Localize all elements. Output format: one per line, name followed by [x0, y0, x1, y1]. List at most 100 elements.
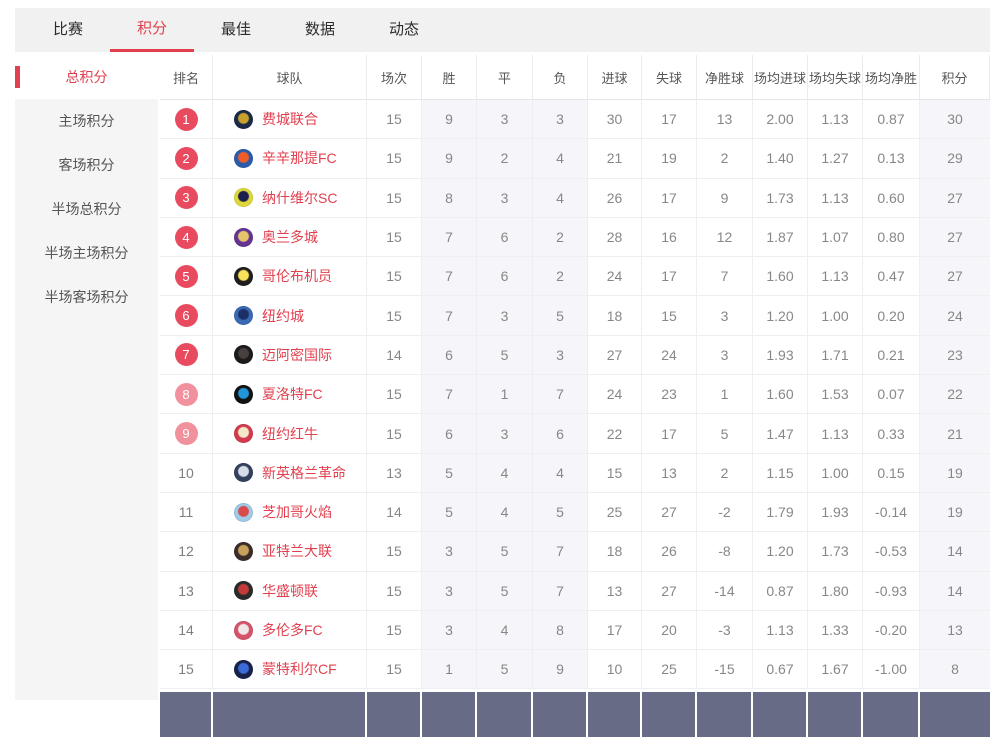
cell-avg-goal-diff: -0.53: [863, 532, 920, 571]
team-name[interactable]: 亚特兰大联: [262, 543, 332, 560]
cell-avg-goals-for: 1.47: [753, 414, 808, 453]
cell-goals-for: 26: [588, 178, 642, 217]
table-row[interactable]: 9 纽约红牛 15 6 3 6 22 17 5 1.47 1.13 0.33 2…: [160, 414, 990, 454]
table-row[interactable]: 8 夏洛特FC 15 7 1 7 24 23 1 1.60 1.53 0.07 …: [160, 375, 990, 415]
tab-matches[interactable]: 比赛: [52, 21, 83, 38]
cell-win: 7: [422, 257, 477, 296]
sidebar-item-total[interactable]: 总积分: [15, 55, 158, 99]
table-row[interactable]: 15 蒙特利尔CF 15 1 5 9 10 25 -15 0.67 1.67 -…: [160, 650, 990, 690]
sidebar-item-home[interactable]: 主场积分: [15, 99, 158, 143]
cell-goals-against: 24: [642, 335, 697, 375]
sidebar-item-away[interactable]: 客场积分: [15, 143, 158, 187]
team-cell[interactable]: 多伦多FC: [213, 610, 367, 650]
team-name[interactable]: 迈阿密国际: [262, 346, 332, 363]
sidebar-item-halftime-total[interactable]: 半场总积分: [15, 187, 158, 231]
team-cell[interactable]: 亚特兰大联: [213, 532, 367, 571]
team-name[interactable]: 辛辛那提FC: [262, 150, 337, 167]
team-cell[interactable]: 纽约城: [213, 296, 367, 335]
team-name[interactable]: 纳什维尔SC: [262, 189, 338, 206]
rank-badge: 5: [174, 264, 198, 288]
team-logo: [234, 109, 253, 129]
cell-avg-goals-against: 1.00: [808, 453, 863, 492]
team-cell[interactable]: 纽约红牛: [213, 414, 367, 453]
table-row[interactable]: 6 纽约城 15 7 3 5 18 15 3 1.20 1.00 0.20 24: [160, 296, 990, 336]
team-cell[interactable]: 迈阿密国际: [213, 335, 367, 375]
next-section-segment: [533, 692, 588, 737]
team-cell[interactable]: 纳什维尔SC: [213, 178, 367, 217]
cell-points: 30: [920, 100, 990, 139]
cell-played: 15: [367, 571, 422, 610]
sidebar-item-halftime-away[interactable]: 半场客场积分: [15, 275, 158, 319]
table-row[interactable]: 4 奥兰多城 15 7 6 2 28 16 12 1.87 1.07 0.80 …: [160, 217, 990, 258]
team-cell[interactable]: 哥伦布机员: [213, 257, 367, 296]
col-header-rank: 排名: [160, 55, 213, 99]
next-section-segment: [213, 692, 367, 737]
cell-goals-against: 25: [642, 650, 697, 689]
sidebar-item-halftime-home[interactable]: 半场主场积分: [15, 231, 158, 275]
cell-goals-for: 10: [588, 650, 642, 689]
cell-avg-goals-against: 1.53: [808, 375, 863, 414]
team-cell[interactable]: 芝加哥火焰: [213, 492, 367, 532]
cell-points: 14: [920, 532, 990, 571]
team-logo: [234, 188, 253, 208]
cell-goals-for: 30: [588, 100, 642, 139]
cell-points: 13: [920, 610, 990, 650]
tab-news[interactable]: 动态: [388, 21, 419, 38]
cell-avg-goals-against: 1.13: [808, 178, 863, 217]
table-row[interactable]: 5 哥伦布机员 15 7 6 2 24 17 7 1.60 1.13 0.47 …: [160, 257, 990, 297]
team-name[interactable]: 华盛顿联: [262, 582, 318, 599]
table-row[interactable]: 7 迈阿密国际 14 6 5 3 27 24 3 1.93 1.71 0.21 …: [160, 335, 990, 376]
table-row[interactable]: 3 纳什维尔SC 15 8 3 4 26 17 9 1.73 1.13 0.60…: [160, 178, 990, 218]
cell-avg-goal-diff: -1.00: [863, 650, 920, 689]
rank-badge: 2: [174, 146, 198, 170]
table-row[interactable]: 11 芝加哥火焰 14 5 4 5 25 27 -2 1.79 1.93 -0.…: [160, 492, 990, 533]
cell-win: 7: [422, 296, 477, 335]
team-name[interactable]: 奥兰多城: [262, 229, 318, 246]
cell-goals-for: 13: [588, 571, 642, 610]
table-row[interactable]: 12 亚特兰大联 15 3 5 7 18 26 -8 1.20 1.73 -0.…: [160, 532, 990, 572]
team-name[interactable]: 芝加哥火焰: [262, 504, 332, 521]
cell-goal-diff: 13: [697, 100, 753, 139]
tab-standings[interactable]: 积分: [110, 8, 194, 52]
table-row[interactable]: 13 华盛顿联 15 3 5 7 13 27 -14 0.87 1.80 -0.…: [160, 571, 990, 611]
team-name[interactable]: 蒙特利尔CF: [262, 661, 337, 678]
team-name[interactable]: 多伦多FC: [262, 622, 323, 638]
team-name[interactable]: 纽约红牛: [262, 425, 318, 442]
cell-goals-against: 17: [642, 100, 697, 139]
team-cell[interactable]: 华盛顿联: [213, 571, 367, 610]
team-name[interactable]: 费城联合: [262, 111, 318, 128]
tab-best[interactable]: 最佳: [220, 21, 251, 38]
rank-badge: 7: [174, 343, 198, 367]
tab-stats[interactable]: 数据: [304, 21, 335, 38]
cell-goal-diff: -14: [697, 571, 753, 610]
team-logo: [234, 266, 253, 286]
team-name[interactable]: 纽约城: [262, 307, 304, 324]
team-cell[interactable]: 夏洛特FC: [213, 375, 367, 414]
cell-win: 9: [422, 139, 477, 178]
team-name[interactable]: 哥伦布机员: [262, 268, 332, 285]
cell-avg-goals-against: 1.73: [808, 532, 863, 571]
cell-avg-goals-for: 1.15: [753, 453, 808, 492]
team-cell[interactable]: 蒙特利尔CF: [213, 650, 367, 689]
table-row[interactable]: 10 新英格兰革命 13 5 4 4 15 13 2 1.15 1.00 0.1…: [160, 453, 990, 493]
team-cell[interactable]: 辛辛那提FC: [213, 139, 367, 178]
cell-avg-goal-diff: 0.60: [863, 178, 920, 217]
team-cell[interactable]: 费城联合: [213, 100, 367, 139]
cell-goals-against: 15: [642, 296, 697, 335]
rank-cell: 12: [160, 532, 213, 571]
team-cell[interactable]: 新英格兰革命: [213, 453, 367, 492]
cell-loss: 4: [533, 139, 588, 178]
team-name[interactable]: 新英格兰革命: [262, 464, 346, 481]
team-cell[interactable]: 奥兰多城: [213, 217, 367, 257]
table-row[interactable]: 1 费城联合 15 9 3 3 30 17 13 2.00 1.13 0.87 …: [160, 100, 990, 140]
cell-win: 3: [422, 610, 477, 650]
team-logo: [234, 659, 253, 679]
table-row[interactable]: 14 多伦多FC 15 3 4 8 17 20 -3 1.13 1.33 -0.…: [160, 610, 990, 651]
cell-goals-for: 18: [588, 532, 642, 571]
table-row[interactable]: 2 辛辛那提FC 15 9 2 4 21 19 2 1.40 1.27 0.13…: [160, 139, 990, 179]
cell-points: 23: [920, 335, 990, 375]
cell-goals-for: 15: [588, 453, 642, 492]
team-name[interactable]: 夏洛特FC: [262, 386, 323, 403]
cell-goals-against: 27: [642, 571, 697, 610]
cell-goals-for: 28: [588, 217, 642, 257]
